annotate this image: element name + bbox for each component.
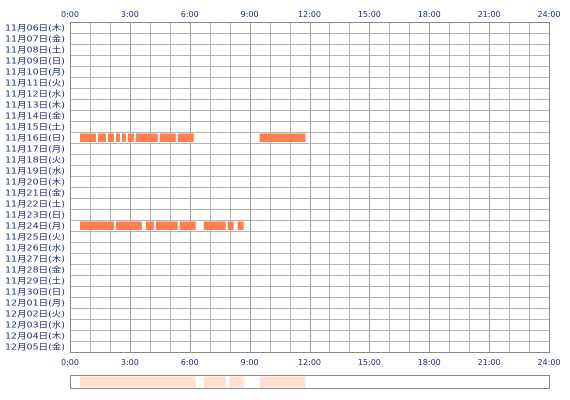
row-label: 11月24日(月) [5,222,65,231]
row-label: 12月04日(木) [5,331,65,341]
plot-frame [70,22,550,353]
row-label: 11月09日(日) [5,57,65,66]
row-label: 11月30日(日) [5,288,65,297]
x-tick-label-top: 15:00 [358,10,381,19]
row-label: 11月29日(土) [5,276,65,286]
sleep-segment-bar [97,133,106,142]
row-label: 11月16日(日) [5,134,65,143]
row-label: 12月01日(月) [5,299,65,308]
row-label: 11月11日(火) [5,79,65,88]
overview-segment [79,376,196,388]
x-tick-label-bottom: 15:00 [358,358,381,367]
row-label: 11月17日(月) [5,145,65,154]
row-label: 11月14日(金) [5,111,65,121]
row-label: 11月28日(金) [5,265,65,275]
overview-strip [70,375,550,389]
x-tick-label-bottom: 9:00 [241,358,259,367]
row-label: 11月08日(土) [5,45,65,55]
sleep-segment-bar [237,221,244,230]
row-label: 12月03日(水) [5,320,65,330]
row-label: 11月13日(木) [5,100,65,110]
sleep-segment-bar [115,221,142,230]
x-tick-label-top: 6:00 [181,10,199,19]
grid [70,22,550,353]
row-label: 11月20日(木) [5,177,65,187]
sleep-segment-bar [79,221,114,230]
sleep-segment-bar [177,133,194,142]
overview-segment [203,376,226,388]
x-tick-label-bottom: 24:00 [537,358,560,367]
x-tick-label-bottom: 6:00 [181,358,199,367]
row-label: 11月07日(金) [5,34,65,44]
x-tick-label-top: 9:00 [241,10,259,19]
row-label: 11月19日(水) [5,166,65,176]
row-label: 12月02日(火) [5,310,65,319]
row-label: 11月06日(木) [5,23,65,33]
bar-layer [79,133,306,230]
row-label: 11月21日(金) [5,188,65,198]
x-tick-label-top: 0:00 [61,10,79,19]
row-label: 11月12日(水) [5,89,65,99]
sleep-segment-bar [79,133,96,142]
row-label: 11月23日(日) [5,211,65,220]
row-label: 11月22日(土) [5,199,65,209]
x-tick-label-bottom: 12:00 [298,358,321,367]
row-label: 11月15日(土) [5,122,65,132]
row-label: 11月26日(水) [5,243,65,253]
x-tick-label-top: 12:00 [298,10,321,19]
row-label: 12月05日(金) [5,342,65,352]
overview-segment [229,376,244,388]
sleep-segment-bar [203,221,226,230]
sleep-segment-bar [135,133,158,142]
sleep-segment-bar [107,133,114,142]
overview-segment [259,376,306,388]
row-label: 11月10日(月) [5,68,65,77]
x-tick-label-top: 24:00 [537,10,560,19]
row-label: 11月18日(火) [5,156,65,165]
row-label: 11月25日(火) [5,233,65,242]
sleep-segment-bar [145,221,154,230]
x-tick-label-bottom: 21:00 [478,358,501,367]
plot-border [70,22,550,353]
x-tick-label-bottom: 3:00 [121,358,139,367]
x-tick-label-bottom: 0:00 [61,358,79,367]
sleep-segment-bar [259,133,306,142]
x-tick-label-top: 21:00 [478,10,501,19]
x-tick-label-top: 18:00 [418,10,441,19]
sleep-segment-bar [227,221,234,230]
sleep-segment-bar [127,133,134,142]
sleep-segment-bar [179,221,196,230]
sleep-segment-bar [155,221,178,230]
row-label: 11月27日(木) [5,254,65,264]
sleep-segment-bar [159,133,176,142]
label-layer: 0:00 0:00 3:00 3:00 6:00 6:00 9:00 9:00 12:00 12:… [5,10,561,367]
x-tick-label-bottom: 18:00 [418,358,441,367]
sleep-segment-bar [121,133,126,142]
sleep-segment-bar [115,133,120,142]
x-tick-label-top: 3:00 [121,10,139,19]
